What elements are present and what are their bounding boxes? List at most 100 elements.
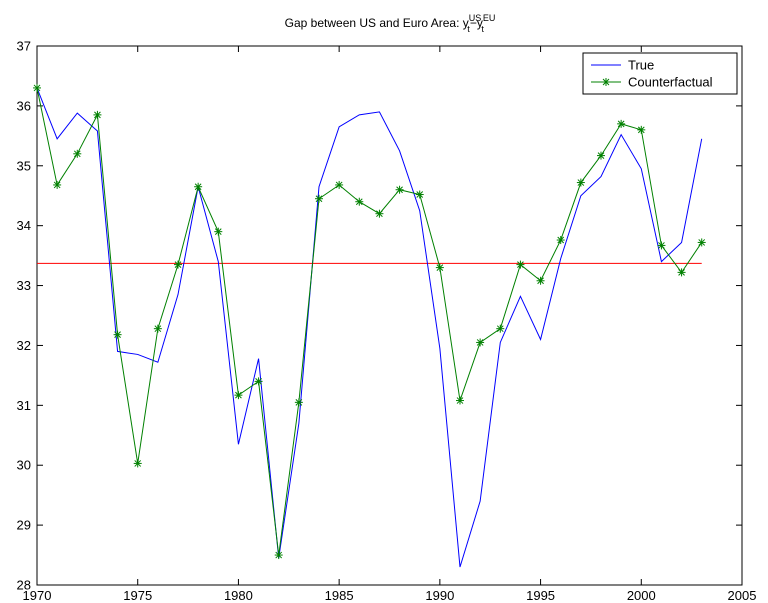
series-line-counterfactual [36, 87, 703, 556]
chart-title-subscript: t [467, 24, 470, 34]
x-tick-label: 1995 [526, 588, 555, 603]
marker-stroke [416, 191, 424, 198]
marker-stroke [335, 181, 343, 189]
marker-stroke [235, 391, 242, 399]
marker-stroke [698, 239, 706, 246]
marker-stroke [517, 261, 524, 268]
data-point-counterfactual [214, 227, 223, 236]
data-point-counterfactual [496, 324, 505, 333]
data-point-counterfactual [375, 209, 384, 218]
data-point-counterfactual [93, 110, 102, 119]
marker-stroke [355, 198, 363, 206]
y-tick-label: 30 [17, 458, 31, 473]
x-tick-label: 1985 [325, 588, 354, 603]
data-point-counterfactual [315, 194, 323, 203]
marker-stroke [154, 325, 162, 333]
marker-stroke [33, 84, 41, 92]
data-point-counterfactual [435, 263, 444, 272]
data-point-counterfactual [657, 241, 666, 250]
data-point-counterfactual [556, 236, 565, 245]
x-tick-label: 1970 [23, 588, 52, 603]
marker-stroke [436, 264, 444, 271]
legend-marker-counterfactual [602, 78, 610, 86]
marker-stroke [114, 331, 121, 339]
marker-stroke [255, 378, 262, 385]
data-point-counterfactual [254, 377, 263, 386]
data-point-counterfactual [53, 180, 62, 189]
marker-stroke [295, 398, 303, 406]
y-tick-label: 29 [17, 518, 31, 533]
axes-group: 1970 1975 1980 1985 1990 1995 2000 2005 28 29 30 31… [17, 39, 757, 603]
data-point-counterfactual [476, 338, 485, 347]
y-tick-label: 32 [17, 338, 31, 353]
chart-title-minus: − [470, 16, 477, 30]
data-point-counterfactual [597, 151, 605, 160]
data-point-counterfactual [677, 268, 686, 277]
data-point-counterfactual [415, 190, 424, 199]
marker-stroke [315, 195, 323, 203]
y-tick-label: 28 [17, 578, 31, 593]
marker-stroke [658, 242, 665, 249]
data-point-counterfactual [637, 125, 646, 134]
chart-title-subscript: t [481, 24, 484, 34]
marker-stroke [73, 150, 81, 158]
marker-stroke [577, 179, 585, 186]
data-point-counterfactual [355, 197, 364, 206]
chart-title-text: Gap between US and Euro Area: [285, 16, 463, 30]
chart-title-var: y [477, 16, 483, 30]
chart-title-var: y [463, 16, 469, 30]
marker-stroke [275, 551, 283, 559]
data-point-counterfactual [194, 182, 203, 191]
legend-label-true: True [628, 58, 654, 73]
data-point-counterfactual [274, 551, 283, 560]
data-point-counterfactual [456, 396, 464, 405]
y-tick-label: 31 [17, 398, 31, 413]
marker-stroke [396, 186, 403, 194]
legend-label-counterfactual: Counterfactual [628, 75, 713, 90]
y-tick-label: 36 [17, 98, 31, 113]
marker-stroke [602, 78, 610, 86]
data-point-counterfactual [697, 238, 706, 247]
x-tick-label: 1975 [123, 588, 152, 603]
plot-area [33, 83, 706, 568]
x-tick-label: 2005 [728, 588, 757, 603]
data-point-counterfactual [335, 180, 344, 189]
marker-stroke [214, 228, 222, 236]
marker-stroke [194, 183, 202, 191]
x-tick-label: 1980 [224, 588, 253, 603]
marker-stroke [376, 210, 383, 218]
marker-stroke [456, 397, 464, 404]
marker-stroke [174, 261, 182, 268]
y-tick-label: 37 [17, 39, 31, 54]
marker-stroke [678, 269, 685, 276]
chart-title-superscript: EU [483, 13, 496, 23]
x-tick-label: 2000 [627, 588, 656, 603]
x-tick-label: 1990 [425, 588, 454, 603]
data-point-counterfactual [73, 149, 82, 158]
marker-stroke [496, 325, 504, 333]
data-point-counterfactual [133, 459, 142, 468]
data-point-counterfactual [576, 178, 585, 187]
marker-stroke [617, 120, 625, 128]
y-tick-label: 33 [17, 278, 31, 293]
chart-title: Gap between US and Euro Area: yUS t−yEU t [285, 13, 496, 34]
series-line-true [36, 87, 703, 568]
y-tick-label: 35 [17, 158, 31, 173]
chart-title-superscript: US [469, 13, 482, 23]
data-point-counterfactual [113, 330, 122, 339]
marker-stroke [94, 111, 101, 119]
data-point-counterfactual [33, 83, 41, 92]
data-point-counterfactual [516, 260, 525, 269]
data-point-counterfactual [153, 324, 162, 333]
data-point-counterfactual [234, 391, 243, 400]
marker-stroke [134, 460, 142, 467]
marker-stroke [53, 181, 61, 189]
axes-box [36, 45, 743, 586]
marker-stroke [597, 152, 605, 159]
marker-stroke [557, 236, 565, 244]
legend-box [582, 52, 738, 95]
legend: True Counterfactual [582, 52, 738, 95]
data-point-counterfactual [536, 276, 545, 285]
marker-stroke [537, 277, 544, 285]
